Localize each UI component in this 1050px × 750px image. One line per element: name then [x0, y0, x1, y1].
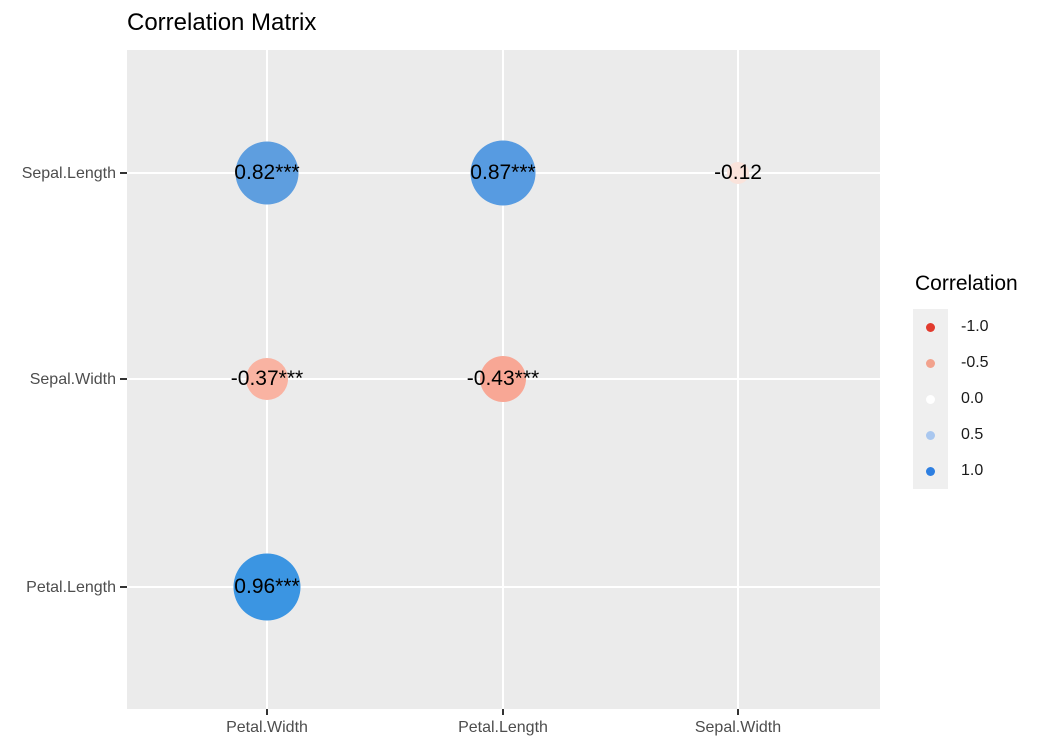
legend-key: [913, 309, 948, 345]
legend-key: [913, 381, 948, 417]
correlation-value-label: 0.87***: [470, 161, 536, 184]
legend-key: [913, 345, 948, 381]
legend-entry: 0.5: [913, 417, 1018, 453]
legend-dot-icon: [926, 466, 935, 476]
y-axis-label: Sepal.Length: [21, 165, 116, 182]
correlation-bubble: [727, 162, 749, 184]
legend-label: -0.5: [961, 354, 989, 371]
x-axis-label: Petal.Width: [226, 719, 308, 736]
plot-panel: 0.82*** 0.87*** -0.12 -0.37*** -0.43*** …: [127, 50, 880, 709]
legend-dot-icon: [926, 430, 935, 440]
legend-label: 0.5: [961, 426, 984, 443]
correlation-value-label: -0.43***: [466, 367, 540, 390]
legend: Correlation -1.0 -0.5 0.0 0.5 1.0: [913, 272, 1018, 489]
x-axis-tick: [502, 709, 504, 715]
y-axis-tick: [120, 586, 127, 588]
legend-entry: -0.5: [913, 345, 1018, 381]
legend-label: 0.0: [961, 390, 984, 407]
legend-entry: -1.0: [913, 309, 1018, 345]
plot-title: Correlation Matrix: [127, 9, 317, 36]
legend-entry: 1.0: [913, 453, 1018, 489]
correlation-value-label: 0.96***: [234, 575, 300, 598]
correlation-bubble: [235, 141, 299, 205]
correlation-bubble: [470, 140, 536, 206]
correlation-value-label: -0.37***: [230, 367, 304, 390]
correlation-bubble: [246, 358, 288, 400]
legend-key: [913, 417, 948, 453]
correlation-bubble: [480, 356, 526, 402]
legend-key: [913, 453, 948, 489]
x-axis-label: Petal.Length: [458, 719, 548, 736]
x-axis-tick: [266, 709, 268, 715]
x-axis-tick: [737, 709, 739, 715]
legend-dot-icon: [926, 394, 935, 404]
legend-dot-icon: [926, 358, 935, 368]
x-axis-label: Sepal.Width: [694, 719, 782, 736]
y-axis-tick: [120, 378, 127, 380]
gridline-horizontal: [127, 586, 880, 588]
legend-dot-icon: [926, 322, 935, 332]
correlation-value-label: -0.12: [714, 161, 762, 184]
y-axis-tick: [120, 172, 127, 174]
legend-title: Correlation: [915, 272, 1018, 295]
y-axis-label: Sepal.Width: [29, 371, 116, 388]
legend-label: 1.0: [961, 462, 984, 479]
correlation-value-label: 0.82***: [234, 161, 300, 184]
correlation-bubble: [233, 553, 301, 621]
y-axis-label: Petal.Length: [26, 579, 116, 596]
legend-entry: 0.0: [913, 381, 1018, 417]
legend-label: -1.0: [961, 318, 989, 335]
